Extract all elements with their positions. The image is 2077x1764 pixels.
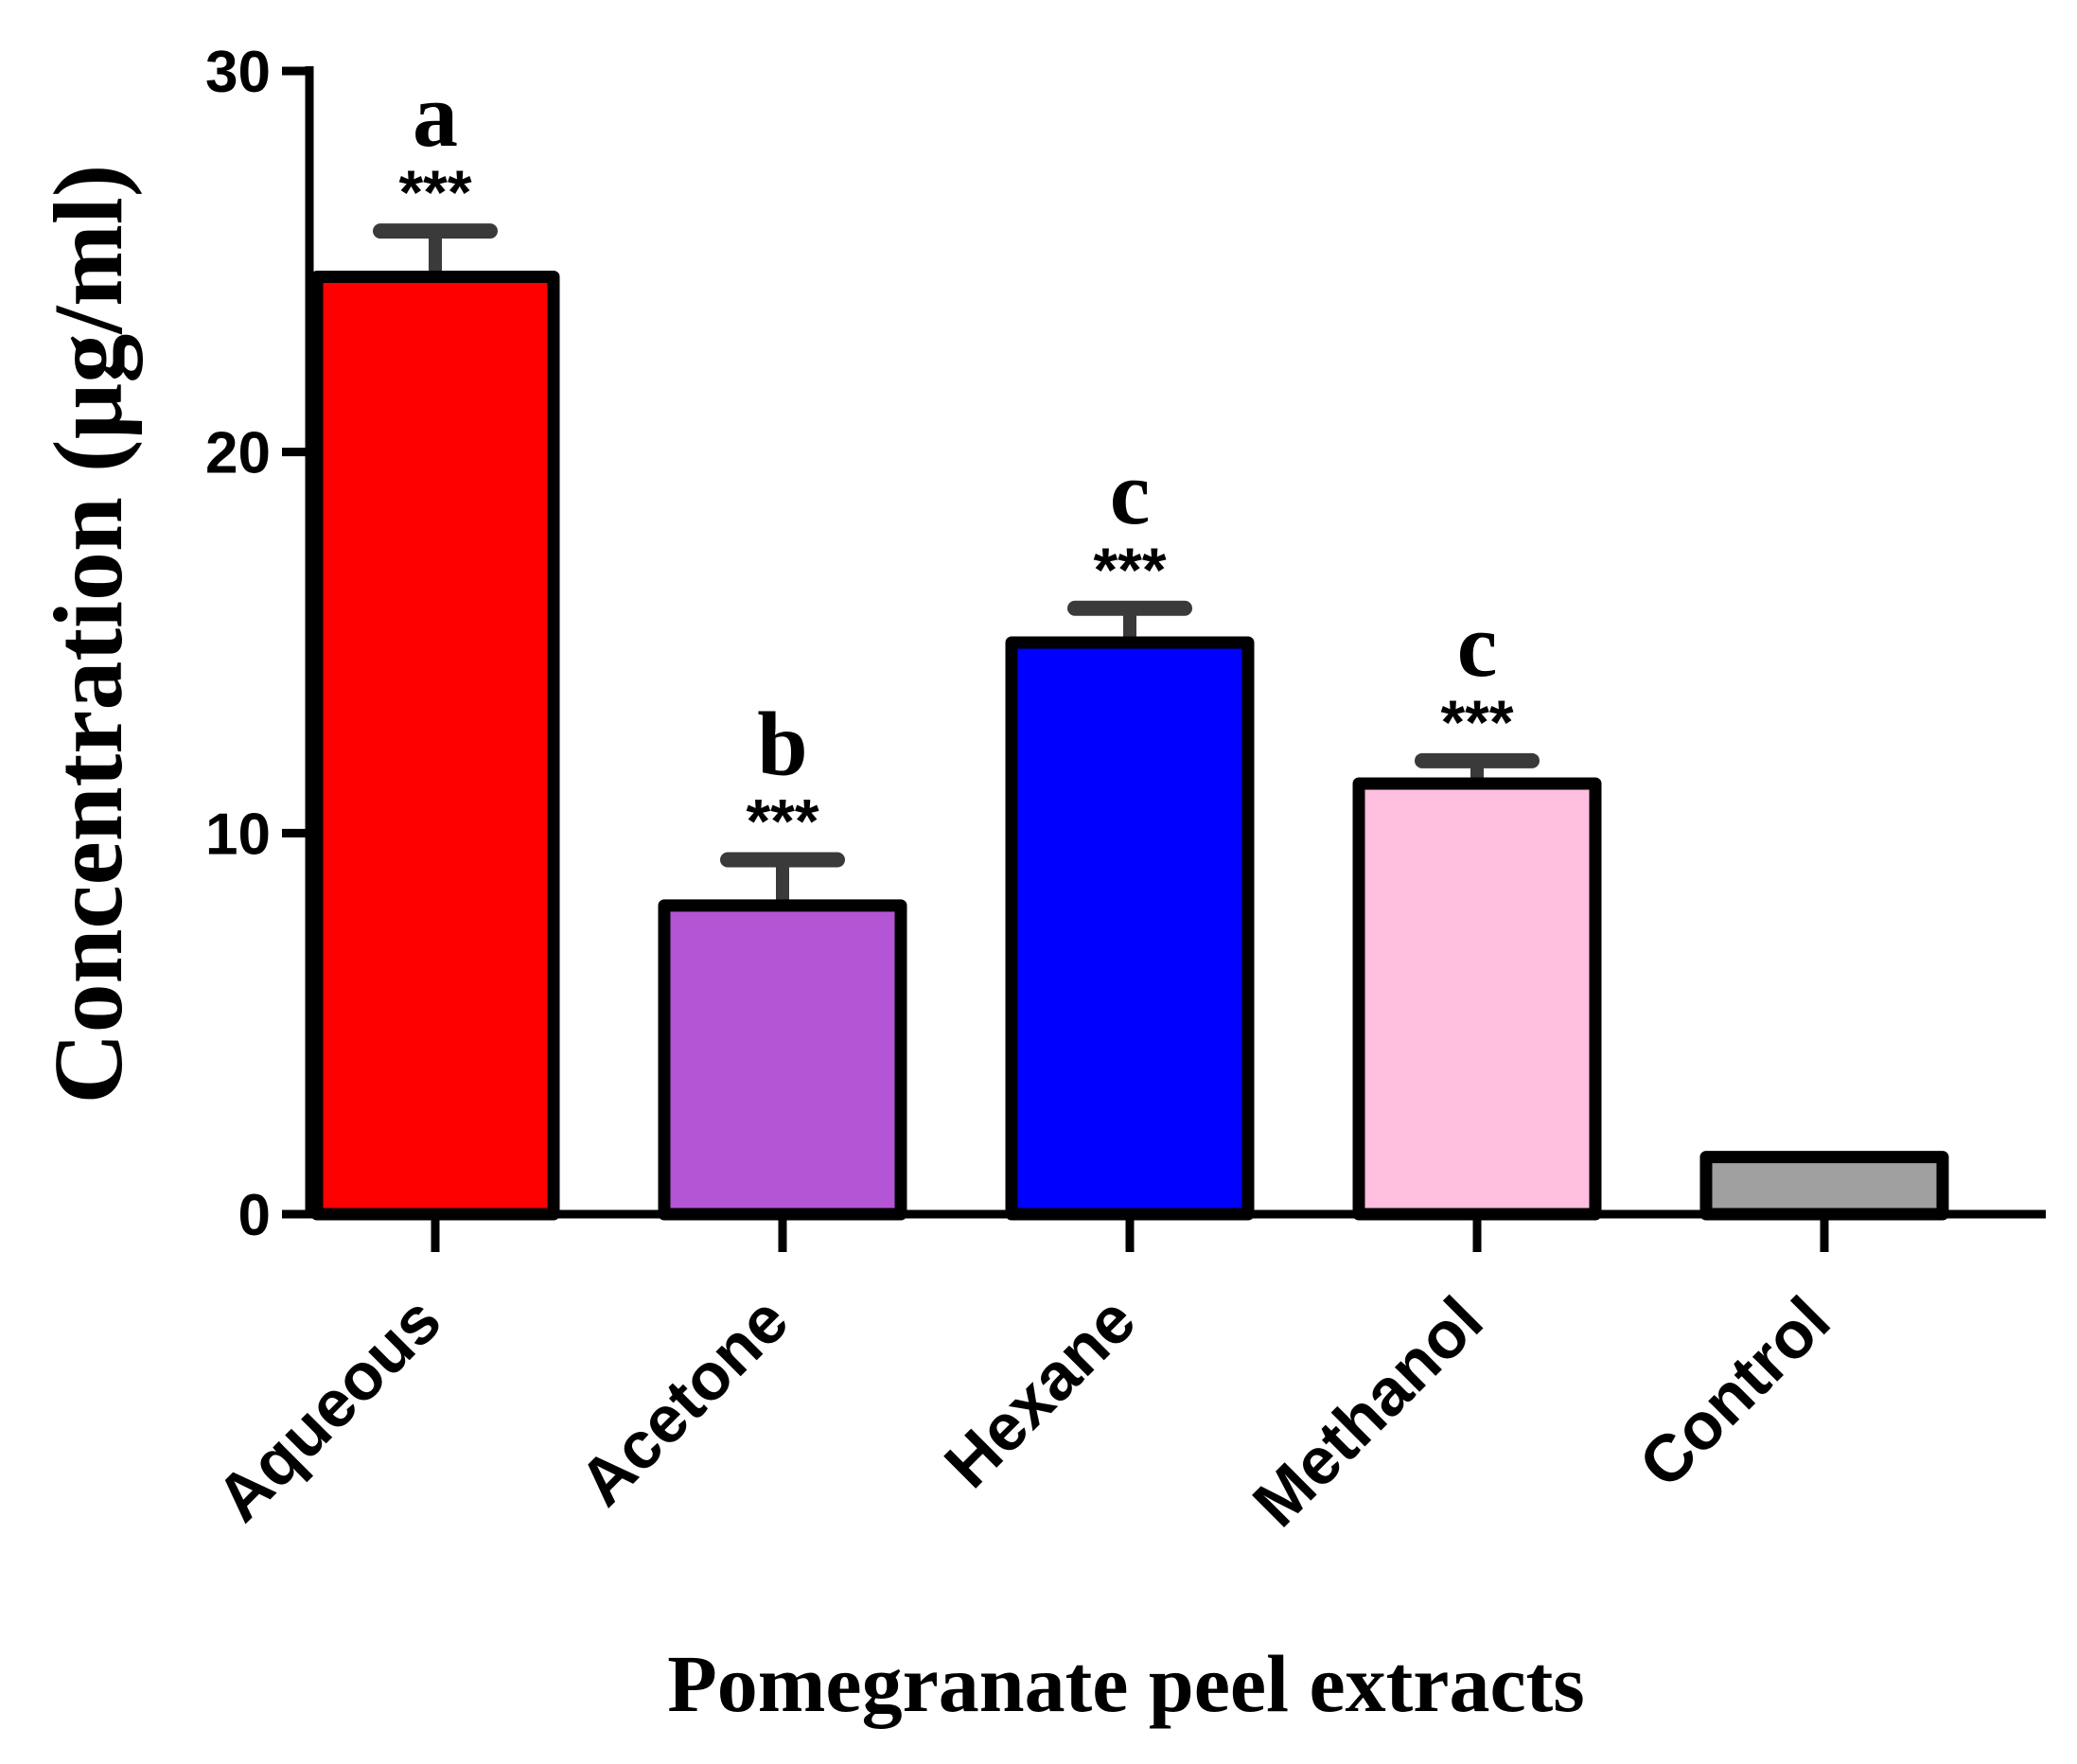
y-tick-label-0: 0	[238, 1183, 271, 1248]
y-axis-title: Concentration (µg/ml)	[34, 165, 143, 1104]
significance-acetone: ***	[746, 786, 818, 856]
bars-layer: ***a***b***c***c	[310, 64, 1949, 1221]
y-tick-label-2: 20	[205, 421, 271, 486]
group-letter-hexane: c	[1110, 442, 1151, 543]
x-label-hexane: Hexane	[930, 1282, 1149, 1501]
group-letter-acetone: b	[757, 694, 807, 795]
significance-hexane: ***	[1093, 535, 1166, 605]
group-letter-aqueous: a	[413, 64, 458, 166]
significance-methanol: ***	[1440, 687, 1513, 757]
bar-hexane	[1005, 636, 1255, 1221]
y-ticks-layer: 0 10 20 30	[205, 40, 309, 1248]
x-label-control: Control	[1626, 1282, 1844, 1501]
bar-acetone	[658, 899, 907, 1221]
x-labels-layer: Aqueous Acetone Hexane Methanol Control	[202, 1214, 1844, 1541]
x-axis-title: Pomegranate peel extracts	[667, 1638, 1584, 1729]
y-tick-label-3: 30	[205, 40, 271, 105]
bar-aqueous	[310, 270, 560, 1221]
bar-methanol	[1352, 777, 1602, 1221]
group-letter-methanol: c	[1457, 594, 1498, 696]
x-label-methanol: Methanol	[1239, 1282, 1496, 1540]
bar-control	[1699, 1151, 1949, 1221]
significance-aqueous: ***	[398, 157, 471, 227]
x-label-acetone: Acetone	[565, 1282, 801, 1519]
x-label-aqueous: Aqueous	[202, 1282, 455, 1535]
axes-layer	[305, 66, 2046, 1219]
y-tick-label-1: 10	[205, 802, 271, 867]
